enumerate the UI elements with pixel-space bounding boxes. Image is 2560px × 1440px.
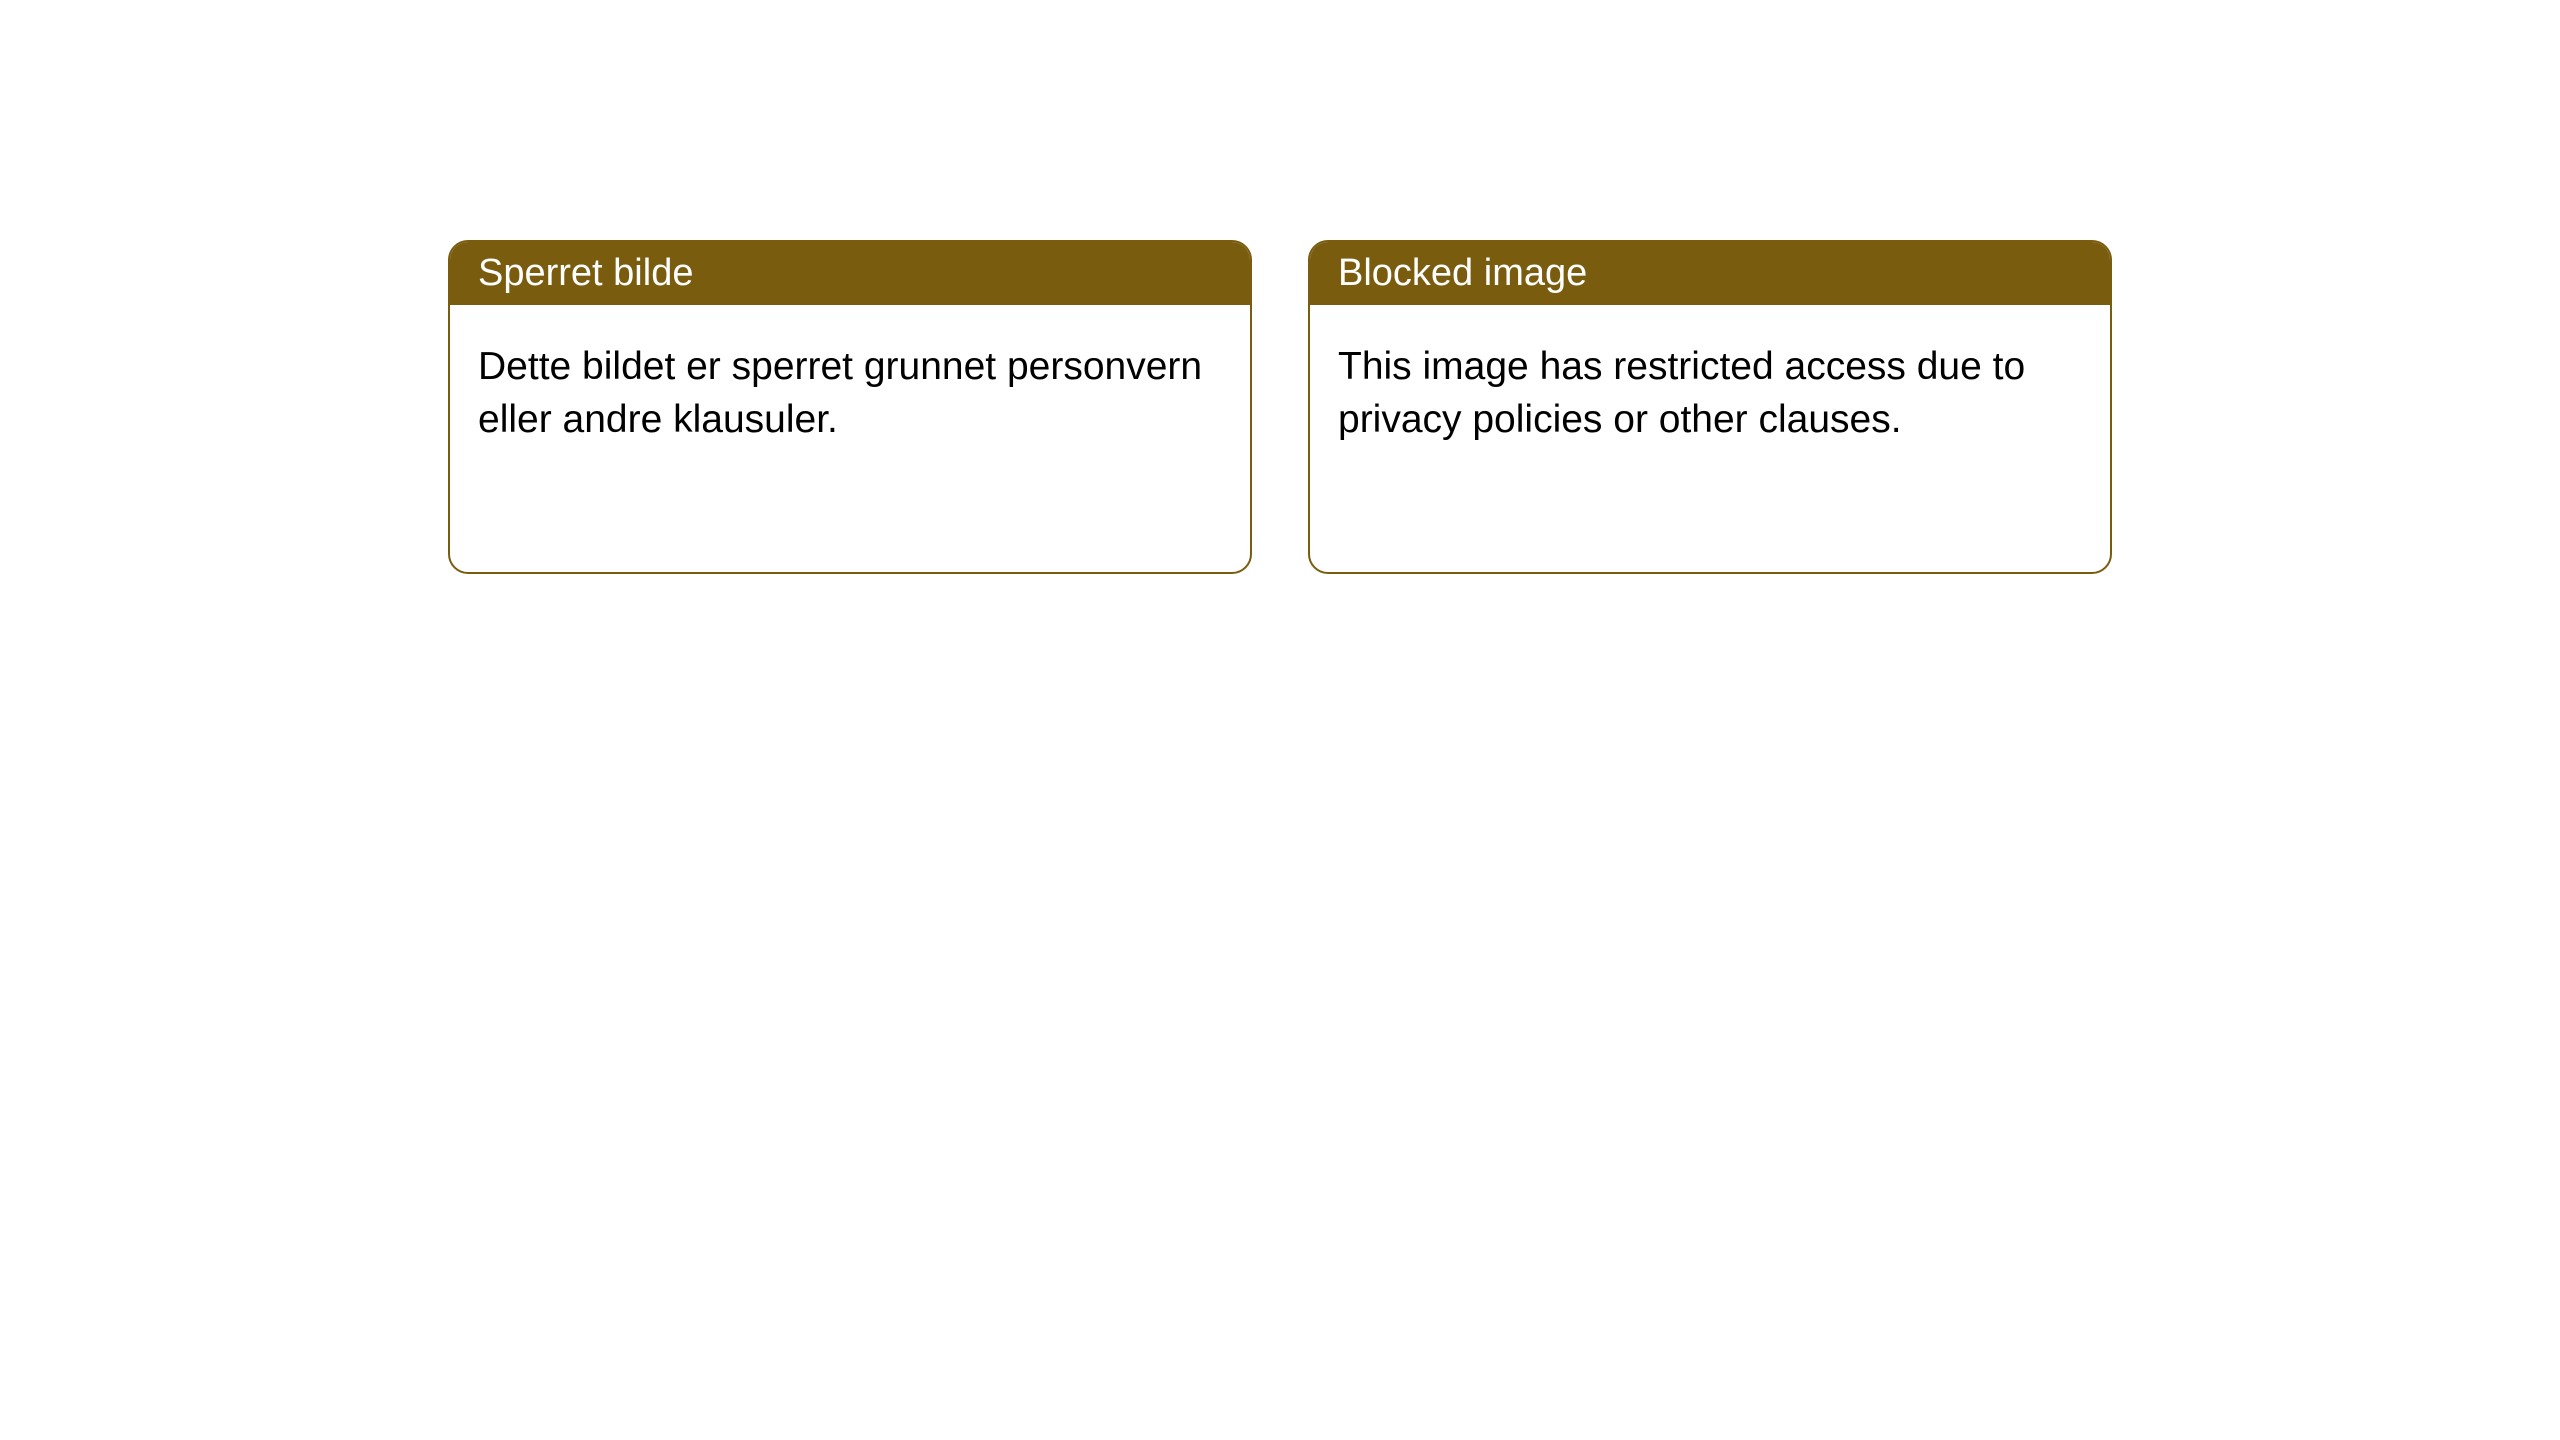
- blocked-image-card-no: Sperret bilde Dette bildet er sperret gr…: [448, 240, 1252, 574]
- card-body-no: Dette bildet er sperret grunnet personve…: [450, 305, 1250, 482]
- blocked-image-card-en: Blocked image This image has restricted …: [1308, 240, 2112, 574]
- card-body-en: This image has restricted access due to …: [1310, 305, 2110, 482]
- card-header-no: Sperret bilde: [450, 242, 1250, 305]
- card-header-en: Blocked image: [1310, 242, 2110, 305]
- notice-container: Sperret bilde Dette bildet er sperret gr…: [0, 0, 2560, 574]
